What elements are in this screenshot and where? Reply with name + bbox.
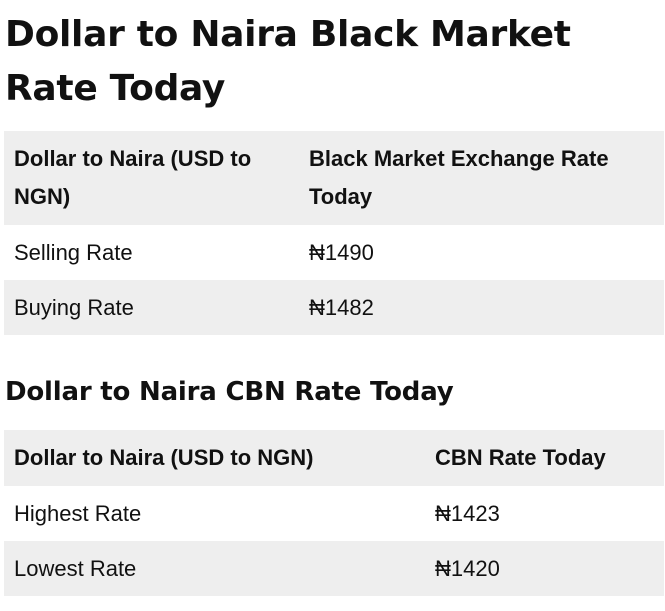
table-row: Buying Rate ₦1482 bbox=[4, 280, 664, 335]
black-market-rate-table: Dollar to Naira (USD to NGN) Black Marke… bbox=[4, 131, 664, 335]
page-title: Dollar to Naira Black Market Rate Today bbox=[5, 14, 571, 109]
rate-value: ₦1482 bbox=[309, 294, 374, 320]
table-row: Selling Rate ₦1490 bbox=[4, 225, 664, 280]
table-header-row: Dollar to Naira (USD to NGN) CBN Rate To… bbox=[4, 430, 664, 486]
column-header-rate: Black Market Exchange Rate Today bbox=[309, 146, 609, 209]
rate-value: ₦1423 bbox=[435, 500, 500, 526]
column-header-pair: Dollar to Naira (USD to NGN) bbox=[14, 146, 252, 209]
column-header-pair: Dollar to Naira (USD to NGN) bbox=[14, 445, 314, 470]
rate-label: Buying Rate bbox=[14, 294, 134, 320]
rate-value: ₦1490 bbox=[309, 239, 374, 265]
table-row: Highest Rate ₦1423 bbox=[4, 486, 664, 541]
rate-label: Lowest Rate bbox=[14, 555, 137, 581]
table-header-row: Dollar to Naira (USD to NGN) Black Marke… bbox=[4, 131, 664, 225]
cbn-rate-table: Dollar to Naira (USD to NGN) CBN Rate To… bbox=[4, 430, 664, 596]
rate-value: ₦1420 bbox=[435, 555, 500, 581]
rate-label: Highest Rate bbox=[14, 500, 142, 526]
table-row: Lowest Rate ₦1420 bbox=[4, 541, 664, 596]
rate-label: Selling Rate bbox=[14, 239, 133, 265]
column-header-rate: CBN Rate Today bbox=[435, 445, 606, 470]
section-heading-cbn: Dollar to Naira CBN Rate Today bbox=[5, 377, 454, 407]
